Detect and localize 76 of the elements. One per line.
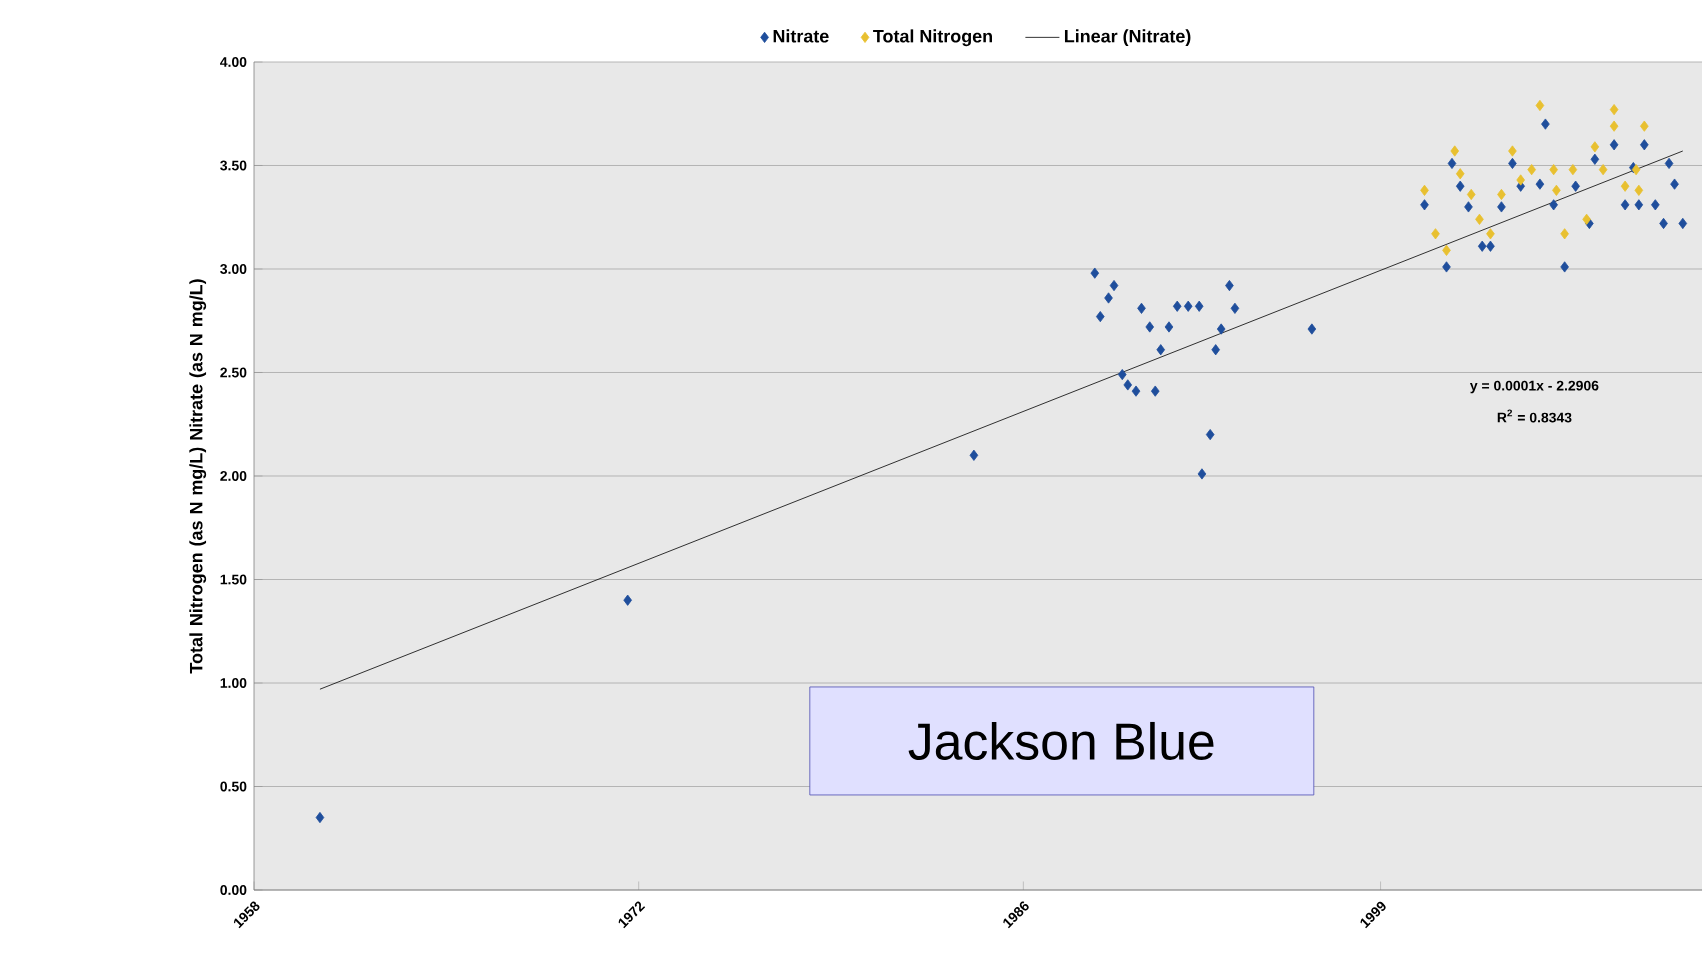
point xyxy=(1568,164,1578,176)
point xyxy=(1620,180,1630,192)
point xyxy=(1634,199,1644,211)
point xyxy=(1609,139,1619,151)
point xyxy=(1109,279,1119,292)
point xyxy=(1508,145,1517,157)
point xyxy=(1137,302,1146,314)
legend-label: Total Nitrogen xyxy=(873,29,992,47)
point xyxy=(1104,292,1113,304)
point xyxy=(1516,174,1525,186)
point xyxy=(1307,323,1317,335)
point xyxy=(1640,120,1649,132)
point xyxy=(1183,300,1193,312)
point xyxy=(1090,267,1100,279)
point xyxy=(1582,213,1591,225)
point xyxy=(1447,157,1457,169)
point xyxy=(1455,168,1465,180)
point xyxy=(1216,323,1226,335)
point xyxy=(1549,199,1558,211)
point xyxy=(1123,379,1133,391)
point xyxy=(1164,321,1174,333)
point xyxy=(1455,180,1465,192)
point xyxy=(1156,344,1166,356)
point xyxy=(315,811,325,824)
point xyxy=(1497,201,1506,213)
point xyxy=(1598,164,1608,176)
point xyxy=(1634,184,1644,196)
point xyxy=(1477,240,1487,252)
y-axis-title: Total Nitrogen (as N mg/L) Nitrate (as N mg/L) xyxy=(189,279,207,674)
point xyxy=(1620,199,1630,211)
point xyxy=(1211,344,1220,356)
point xyxy=(1664,157,1674,169)
point xyxy=(1442,261,1451,273)
legend-label: Linear (Nitrate) xyxy=(1064,29,1191,47)
legend-label: Nitrate xyxy=(773,29,829,43)
point xyxy=(1590,153,1600,165)
point xyxy=(1096,311,1105,323)
point xyxy=(1560,261,1569,273)
point xyxy=(1640,139,1649,151)
point xyxy=(623,594,632,606)
point xyxy=(1145,321,1155,333)
point xyxy=(1486,228,1495,240)
point xyxy=(1651,199,1660,211)
point xyxy=(1552,184,1561,196)
point xyxy=(1442,244,1451,256)
point xyxy=(1475,213,1484,225)
point xyxy=(1117,368,1127,381)
point xyxy=(1172,300,1182,312)
point xyxy=(1560,228,1569,240)
point xyxy=(1197,468,1207,480)
point xyxy=(1590,141,1600,153)
point xyxy=(1464,201,1473,213)
annotation: Jackson Blue xyxy=(908,721,1214,760)
point xyxy=(1670,178,1679,190)
point xyxy=(1420,199,1429,211)
point xyxy=(1466,188,1476,201)
point xyxy=(1549,164,1558,176)
point xyxy=(1609,104,1619,116)
point xyxy=(1150,385,1160,397)
point xyxy=(1194,300,1204,312)
point xyxy=(1535,178,1545,190)
point xyxy=(969,449,979,461)
point xyxy=(1541,118,1550,130)
point xyxy=(1205,429,1215,441)
point xyxy=(1508,157,1517,169)
point xyxy=(1230,302,1240,314)
point xyxy=(1431,228,1440,240)
point xyxy=(1527,164,1536,176)
point xyxy=(1450,145,1460,157)
point xyxy=(1420,184,1429,196)
point xyxy=(1535,99,1545,112)
point xyxy=(1571,180,1580,192)
point xyxy=(1678,217,1688,230)
point xyxy=(1131,385,1141,397)
point xyxy=(1486,240,1495,252)
point xyxy=(1609,120,1619,132)
